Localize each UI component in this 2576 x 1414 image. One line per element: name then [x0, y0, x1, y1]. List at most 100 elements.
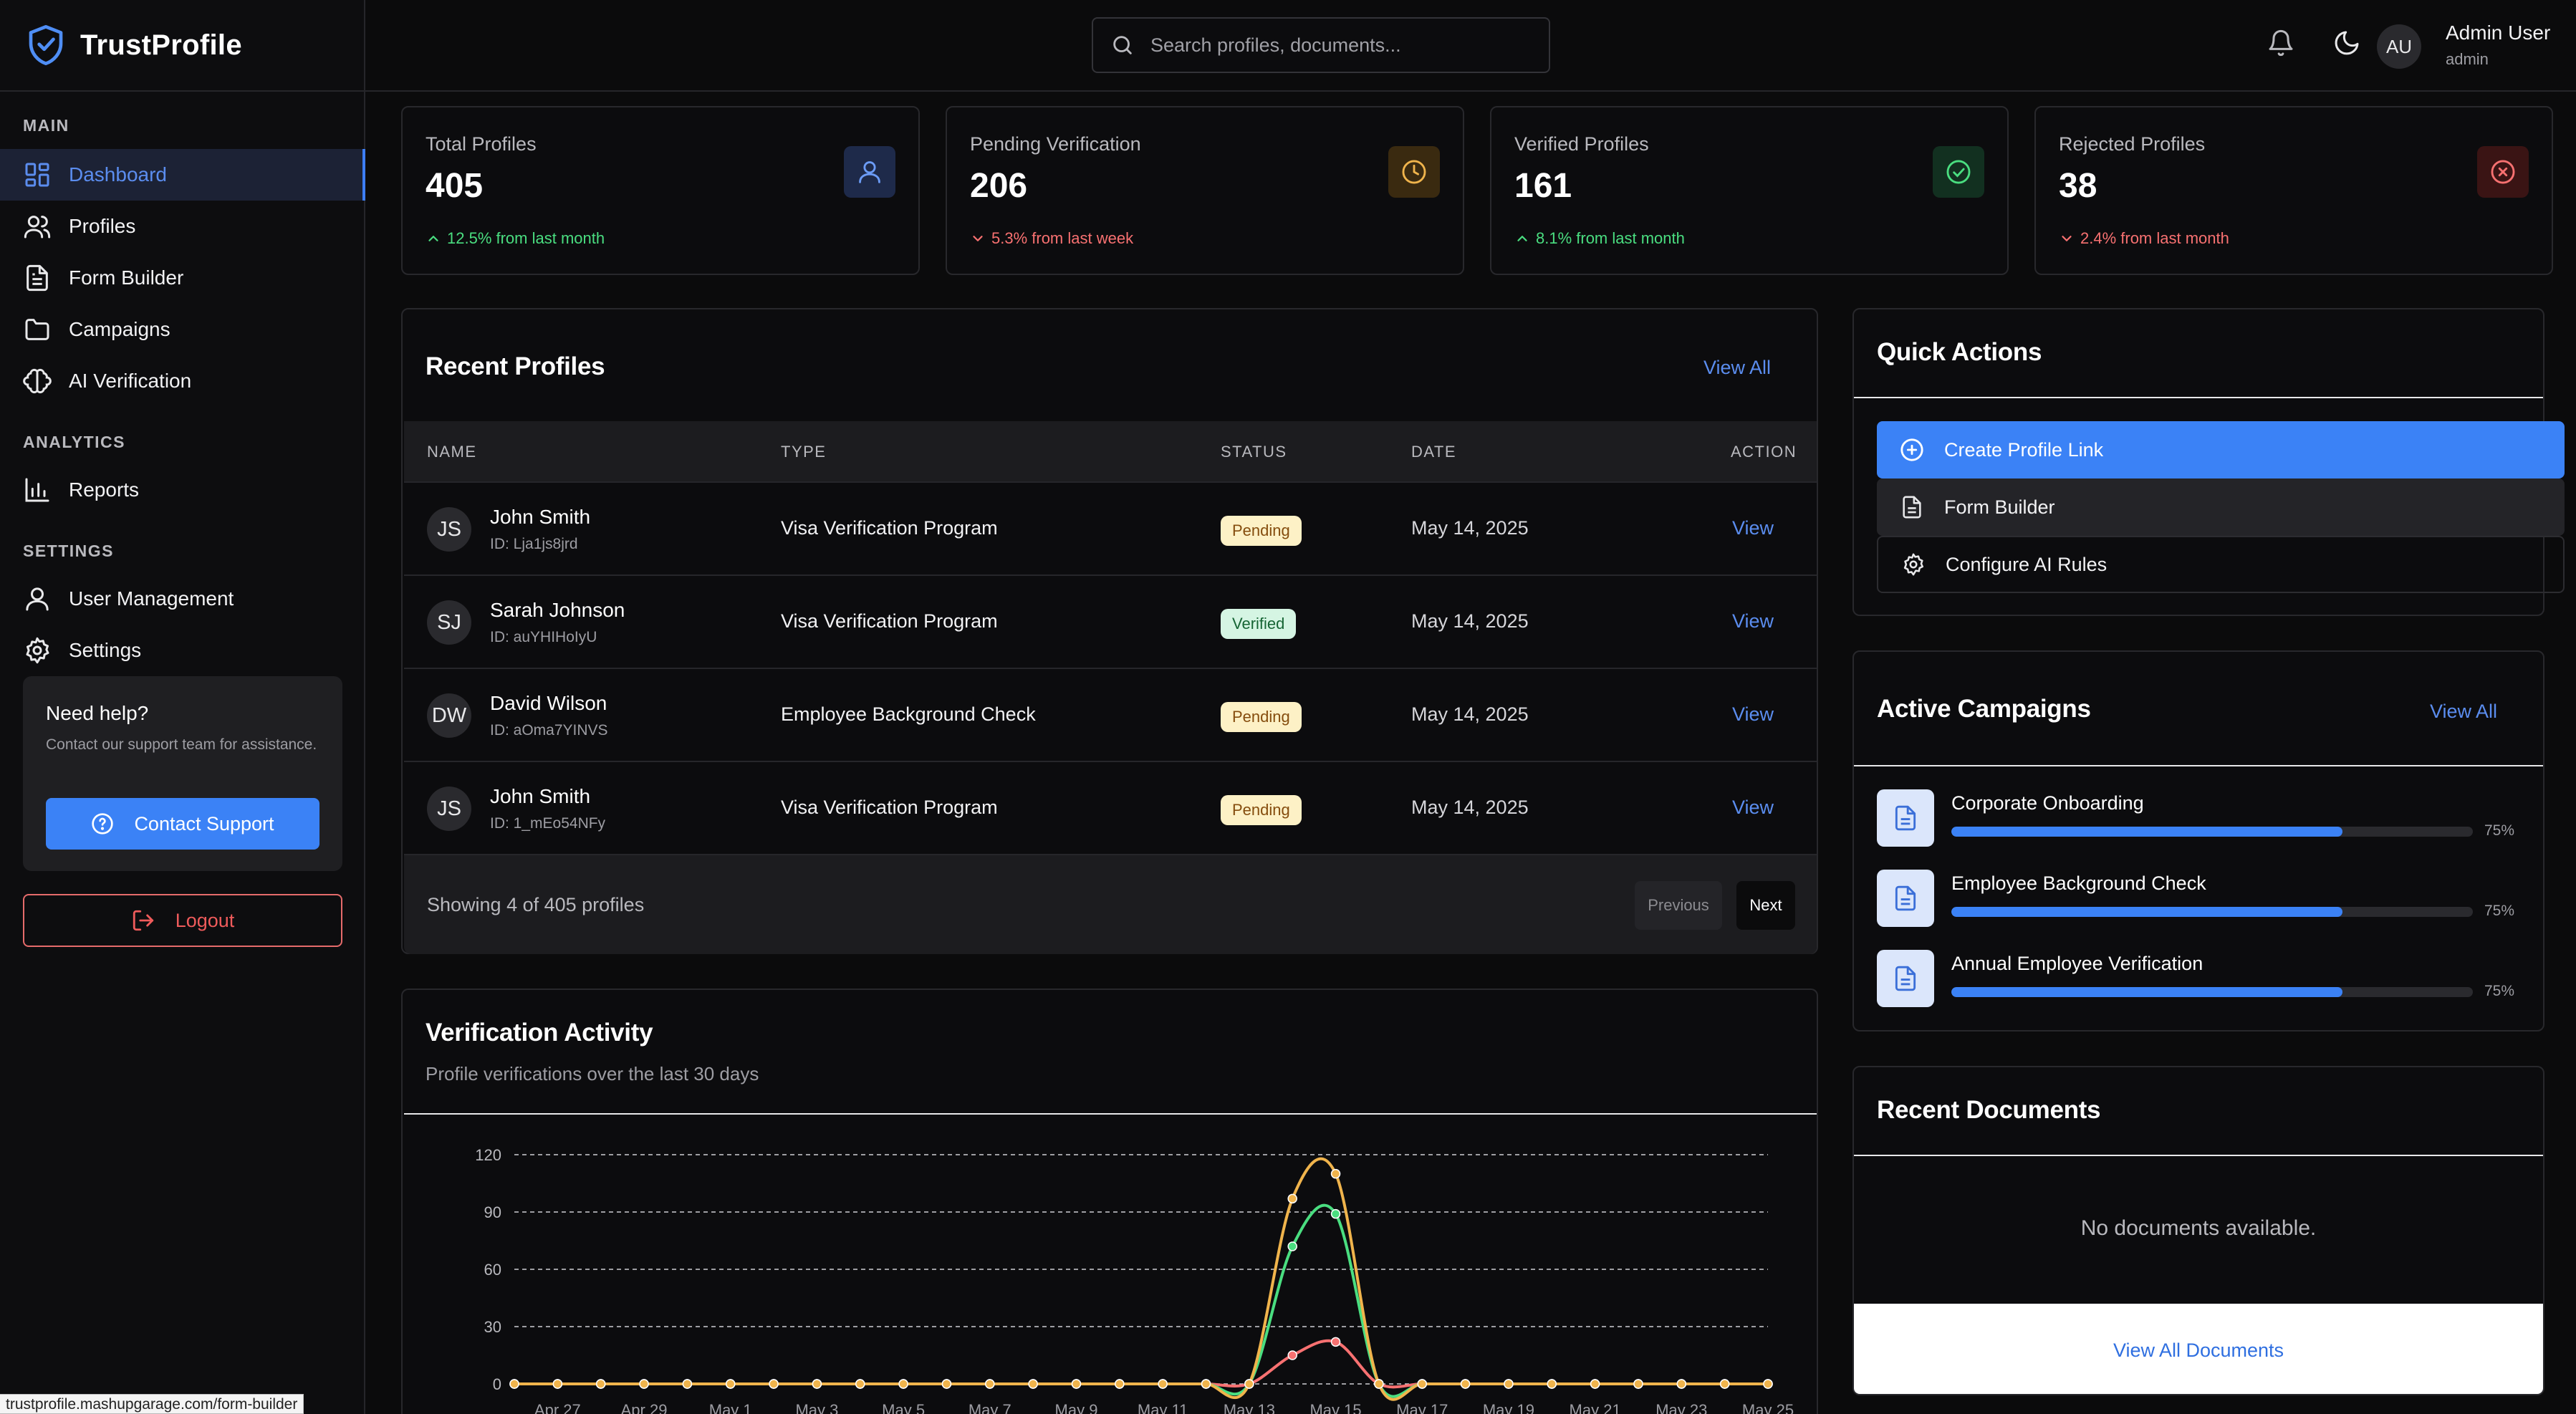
stat-trend: 12.5% from last month	[426, 229, 605, 248]
campaign-progress-fill	[1951, 827, 2342, 837]
sidebar-item-campaigns[interactable]: Campaigns	[0, 304, 365, 355]
x-tick-label: May 15	[1309, 1401, 1361, 1414]
active-campaigns-view-all[interactable]: View All	[2430, 701, 2498, 722]
campaign-name[interactable]: Annual Employee Verification	[1951, 953, 2203, 974]
sidebar-item-label: Form Builder	[69, 266, 184, 289]
sidebar-item-label: Settings	[69, 639, 142, 661]
logout-button[interactable]: Logout	[23, 894, 342, 947]
chart-point	[1158, 1379, 1168, 1389]
table-row[interactable]: JS John Smith ID: Lja1js8jrd Visa Verificat…	[404, 481, 1817, 574]
form-builder-label: Form Builder	[1944, 496, 2055, 518]
column-header-action: ACTION	[1731, 443, 1797, 461]
sidebar-item-ai-verification[interactable]: AI Verification	[0, 355, 365, 407]
campaign-progress-label: 75%	[2484, 903, 2515, 919]
x-tick-label: May 21	[1570, 1401, 1621, 1414]
chart-point	[1244, 1379, 1254, 1389]
user-avatar[interactable]: AU	[2377, 24, 2421, 69]
chevron-up-icon	[1517, 236, 1527, 241]
create-profile-link-label: Create Profile Link	[1944, 438, 2104, 461]
chart-point	[1287, 1241, 1297, 1251]
create-profile-link-button[interactable]: Create Profile Link	[1877, 421, 2565, 478]
x-tick-label: May 7	[969, 1401, 1011, 1414]
stat-card: Total Profiles 405 12.5% from last month	[401, 106, 920, 275]
chart-point	[985, 1379, 995, 1389]
view-link[interactable]: View	[1732, 610, 1774, 632]
campaign-progress-bar	[1951, 827, 2473, 837]
search-box[interactable]	[1092, 17, 1550, 73]
contact-support-button[interactable]: Contact Support	[46, 798, 319, 850]
recent-profiles-view-all[interactable]: View All	[1703, 357, 1772, 378]
chart-point	[1287, 1193, 1297, 1204]
view-link[interactable]: View	[1732, 703, 1774, 725]
avatar: JS	[427, 787, 471, 831]
view-all-documents-link[interactable]: View All Documents	[2113, 1339, 2284, 1361]
profile-name: John Smith	[490, 506, 591, 528]
active-campaigns-title: Active Campaigns	[1877, 695, 2091, 723]
previous-button[interactable]: Previous	[1635, 881, 1722, 930]
avatar: JS	[427, 507, 471, 552]
campaign-icon-badge	[1877, 950, 1934, 1007]
sidebar-item-reports[interactable]: Reports	[0, 464, 365, 516]
stat-trend-text: 12.5% from last month	[447, 229, 605, 247]
chart-point	[552, 1379, 563, 1389]
chevron-up-icon	[428, 236, 438, 241]
campaign-progress-label: 75%	[2484, 822, 2515, 839]
column-header-name: NAME	[427, 443, 477, 461]
sidebar-item-settings[interactable]: Settings	[0, 625, 365, 676]
section-label-main: MAIN	[23, 116, 69, 135]
chart-point	[595, 1379, 606, 1389]
chart-series-line	[514, 1157, 1768, 1401]
configure-ai-rules-button[interactable]: Configure AI Rules	[1877, 536, 2565, 593]
status-url: trustprofile.mashupgarage.com/form-build…	[0, 1394, 304, 1414]
recent-documents-title: Recent Documents	[1877, 1096, 2101, 1124]
gear-icon	[1903, 553, 1924, 576]
sidebar-item-user-management[interactable]: User Management	[0, 573, 365, 625]
sidebar-item-profiles[interactable]: Profiles	[0, 201, 365, 252]
user-name[interactable]: Admin User	[2446, 21, 2551, 44]
view-link[interactable]: View	[1732, 797, 1774, 818]
profile-type: Employee Background Check	[781, 703, 1036, 725]
x-tick-label: May 5	[882, 1401, 925, 1414]
section-label-settings: SETTINGS	[23, 542, 115, 560]
x-tick-label: May 13	[1224, 1401, 1275, 1414]
shield-icon	[29, 25, 63, 65]
campaign-name[interactable]: Employee Background Check	[1951, 872, 2206, 894]
campaign-name[interactable]: Corporate Onboarding	[1951, 792, 2144, 814]
user-role: admin	[2446, 50, 2489, 68]
x-tick-label: May 23	[1655, 1401, 1707, 1414]
table-row[interactable]: SJ Sarah Johnson ID: auYHIHoIyU Visa Verifi…	[404, 574, 1817, 668]
next-button[interactable]: Next	[1736, 881, 1795, 930]
document-icon	[1895, 885, 1916, 911]
campaign-icon-badge	[1877, 789, 1934, 847]
stat-icon-badge	[1933, 146, 1984, 198]
profile-name: John Smith	[490, 785, 591, 807]
view-all-documents-bar: View All Documents	[1854, 1304, 2543, 1394]
sidebar-item-form-builder[interactable]: Form Builder	[0, 252, 365, 304]
quick-actions-divider	[1854, 397, 2543, 398]
chart-point	[1504, 1379, 1514, 1389]
table-row[interactable]: JS John Smith ID: 1_mEo54NFy Visa Verificat…	[404, 761, 1817, 854]
chevron-down-icon	[2062, 236, 2072, 241]
campaign-progress-fill	[1951, 987, 2342, 997]
sidebar-item-dashboard[interactable]: Dashboard	[0, 149, 365, 201]
moon-icon[interactable]	[2332, 29, 2361, 57]
plus-circle-icon	[1900, 438, 1923, 461]
profile-type: Visa Verification Program	[781, 610, 998, 632]
chart-point	[1633, 1379, 1643, 1389]
brand[interactable]: TrustProfile	[26, 21, 242, 69]
bell-icon[interactable]	[2267, 29, 2295, 57]
stat-title: Rejected Profiles	[2059, 133, 2206, 155]
profile-type: Visa Verification Program	[781, 517, 998, 539]
table-row[interactable]: DW David Wilson ID: aOma7YINVS Employee Bac…	[404, 668, 1817, 761]
search-input[interactable]	[1150, 34, 1537, 57]
verification-activity-chart: 0 30 60 90 120 Apr 27 Apr 29 May 1 May 3 May 5 May…	[475, 1146, 1794, 1414]
view-link[interactable]: View	[1732, 517, 1774, 539]
x-tick-label: Apr 29	[621, 1401, 668, 1414]
sidebar-item-label: Profiles	[69, 215, 136, 237]
x-tick-label: May 1	[709, 1401, 752, 1414]
chart-point	[1330, 1168, 1341, 1179]
form-builder-button[interactable]: Form Builder	[1877, 478, 2565, 536]
logout-icon	[133, 910, 153, 931]
stat-trend: 8.1% from last month	[1514, 229, 1685, 248]
brand-name: TrustProfile	[80, 29, 242, 61]
